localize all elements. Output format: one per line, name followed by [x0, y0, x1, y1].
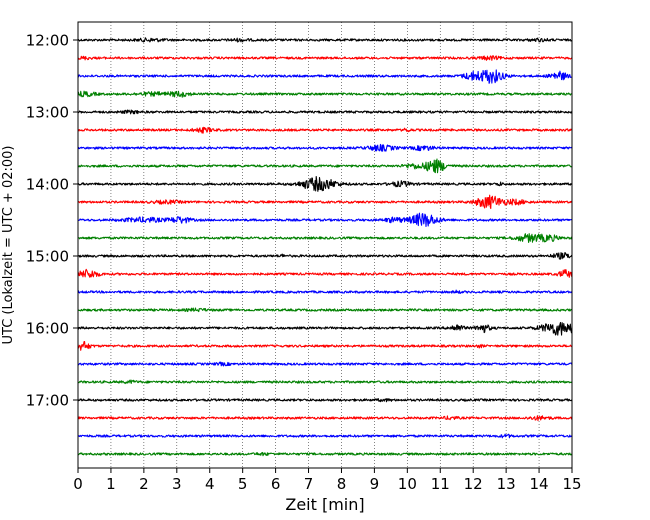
trace-line	[77, 233, 573, 243]
trace-line	[77, 307, 573, 313]
trace-line	[77, 109, 573, 115]
y-tick-label: 13:00	[26, 104, 69, 122]
y-tick-label: 12:00	[26, 32, 69, 50]
x-tick-label: 0	[73, 475, 83, 493]
grid-lines	[110, 22, 540, 468]
trace-line	[77, 289, 573, 294]
trace-line	[77, 433, 573, 439]
trace-line	[77, 451, 573, 457]
x-tick-label: 10	[398, 475, 417, 493]
trace-line	[77, 361, 573, 367]
trace-line	[77, 143, 573, 152]
y-tick-label: 14:00	[26, 176, 69, 194]
x-tick-label: 9	[370, 475, 380, 493]
trace-line	[77, 379, 573, 385]
x-tick-label: 8	[337, 475, 347, 493]
trace-line	[77, 126, 573, 134]
trace-group	[77, 37, 573, 457]
x-tick-label: 13	[497, 475, 516, 493]
trace-line	[77, 175, 573, 192]
trace-line	[77, 321, 573, 336]
x-axis-ticks: 0 1 2 3 4 5 6 7 8 9 10 11 12 13 14 15	[73, 468, 582, 493]
trace-line	[77, 340, 573, 351]
y-tick-label: 16:00	[26, 320, 69, 338]
x-tick-label: 14	[530, 475, 549, 493]
x-tick-label: 12	[464, 475, 483, 493]
y-axis-ticks: 12:00 13:00 14:00 15:00 16:00 17:00	[26, 32, 78, 410]
x-tick-label: 5	[238, 475, 248, 493]
trace-line	[77, 90, 573, 98]
x-tick-label: 6	[271, 475, 281, 493]
y-tick-label: 15:00	[26, 248, 69, 266]
y-axis-label: UTC (Lokalzeit = UTC + 02:00)	[1, 146, 16, 345]
x-tick-label: 4	[205, 475, 215, 493]
x-tick-label: 1	[106, 475, 116, 493]
trace-line	[77, 268, 573, 278]
trace-line	[77, 69, 573, 84]
x-axis-label: Zeit [min]	[285, 495, 364, 514]
trace-line	[77, 194, 573, 210]
x-tick-label: 11	[431, 475, 450, 493]
trace-line	[77, 158, 573, 174]
trace-line	[77, 252, 573, 260]
x-tick-label: 2	[139, 475, 149, 493]
y-tick-label: 17:00	[26, 392, 69, 410]
x-tick-label: 3	[172, 475, 182, 493]
x-tick-label: 7	[304, 475, 314, 493]
trace-line	[77, 415, 573, 422]
x-tick-label: 15	[562, 475, 581, 493]
trace-line	[77, 212, 573, 228]
trace-line	[77, 398, 573, 403]
trace-line	[77, 37, 573, 43]
plot-frame	[77, 21, 573, 469]
trace-line	[77, 55, 573, 61]
